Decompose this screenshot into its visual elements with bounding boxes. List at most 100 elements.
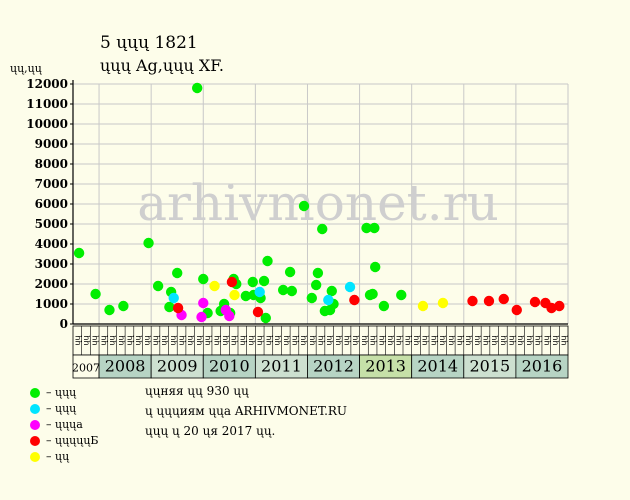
quarter-label: ųų xyxy=(368,335,377,345)
year-label: 2010 xyxy=(209,357,250,376)
legend-item: – ųųųa xyxy=(30,418,83,431)
data-point xyxy=(349,294,360,306)
data-point xyxy=(104,304,115,316)
quarter-label: ųų xyxy=(255,335,264,345)
data-point xyxy=(198,273,209,285)
data-point xyxy=(310,279,322,291)
y-tick-label: 2000 xyxy=(35,277,68,291)
note-min-price: ųųняя ųų 930 ųų xyxy=(145,384,249,398)
axis-layer: 0 1000 2000 3000 4000 5000 6000 7000 8000 9000 100… xyxy=(26,77,568,331)
quarter-label: ųų xyxy=(550,335,559,345)
data-point xyxy=(284,266,296,278)
data-point xyxy=(196,311,207,323)
quarter-label: ųų xyxy=(125,335,134,345)
quarter-label: ųų xyxy=(160,335,169,345)
quarter-label: ųų xyxy=(307,335,316,345)
chart-title: 5 ųųų 1821 xyxy=(100,33,198,53)
quarter-label: ųų xyxy=(464,335,473,345)
y-tick-label: 10000 xyxy=(26,117,68,131)
year-label: 2013 xyxy=(365,357,406,376)
quarter-label: ųų xyxy=(403,335,412,345)
data-point xyxy=(546,302,557,314)
quarter-label: ųų xyxy=(186,335,195,345)
legend-item: – ųųų xyxy=(30,402,76,415)
quarter-label: ųų xyxy=(151,335,160,345)
legend-item: – ųų xyxy=(30,450,69,463)
year-label: 2012 xyxy=(313,357,354,376)
quarter-label: ųų xyxy=(299,335,308,345)
year-label: 2014 xyxy=(417,357,458,376)
y-axis-unit-label: ųų,ųų xyxy=(10,62,42,75)
note-date: ųųų ų 20 ųя 2017 ųų. xyxy=(145,424,276,438)
quarter-label: ųų xyxy=(212,335,221,345)
quarter-label: ųų xyxy=(385,335,394,345)
data-point xyxy=(172,302,184,314)
legend-marker xyxy=(30,435,40,446)
data-point xyxy=(168,292,179,304)
quarter-label: ųų xyxy=(177,335,186,345)
quarter-label: ųų xyxy=(533,335,542,345)
quarter-label: ųų xyxy=(394,335,403,345)
watermark: arhivmonet.ru xyxy=(137,174,499,232)
legend-marker xyxy=(30,451,40,462)
y-tick-label: 5000 xyxy=(35,217,68,231)
data-point xyxy=(198,297,209,309)
data-point xyxy=(437,297,449,309)
quarter-label: ųų xyxy=(73,335,82,345)
data-point xyxy=(164,301,175,313)
data-point xyxy=(298,200,310,212)
quarter-label: ųų xyxy=(516,335,525,345)
quarter-label: ųų xyxy=(559,335,568,345)
data-point xyxy=(417,300,429,312)
data-point xyxy=(378,300,390,312)
y-tick-label: 3000 xyxy=(35,257,68,271)
chart-subtitle: ųųų Ag,ųųų XF. xyxy=(100,56,224,75)
data-point xyxy=(396,289,407,301)
quarter-label: ųų xyxy=(490,335,499,345)
quarter-label: ųų xyxy=(290,335,299,345)
note-source: ų ųųųиям ųųа ARHIVMONET.RU xyxy=(145,404,348,418)
quarter-label: ųų xyxy=(229,335,238,345)
quarter-label: ųų xyxy=(438,335,447,345)
data-point xyxy=(252,306,264,318)
year-label: 2015 xyxy=(469,357,510,376)
quarter-label: ųų xyxy=(377,335,386,345)
quarter-label: ųų xyxy=(82,335,91,345)
data-point xyxy=(118,300,129,312)
data-point xyxy=(467,295,478,307)
data-point xyxy=(254,286,265,298)
quarter-label: ųų xyxy=(507,335,516,345)
quarter-label: ųų xyxy=(238,335,247,345)
quarter-label: ųų xyxy=(481,335,490,345)
y-tick-label: 4000 xyxy=(35,237,68,251)
year-label: 2011 xyxy=(261,357,302,376)
quarter-label: ųų xyxy=(99,335,108,345)
data-point xyxy=(73,247,85,259)
y-tick-label: 1000 xyxy=(35,297,68,311)
data-point xyxy=(260,312,271,324)
quarter-label: ųų xyxy=(316,335,325,345)
quarter-label: ųų xyxy=(472,335,481,345)
quarter-label: ųų xyxy=(524,335,533,345)
data-point xyxy=(367,288,378,300)
legend-label: – ųųųa xyxy=(46,418,83,431)
legend-marker xyxy=(30,387,40,398)
year-label: 2008 xyxy=(105,357,146,376)
quarter-label: ųų xyxy=(446,335,455,345)
data-point xyxy=(226,276,238,288)
data-point xyxy=(312,267,324,279)
quarter-label: ųų xyxy=(542,335,551,345)
quarter-label: ųų xyxy=(455,335,464,345)
legend-label: – ųųų xyxy=(46,386,77,399)
data-point xyxy=(498,293,509,305)
quarter-label: ųų xyxy=(333,335,342,345)
year-band xyxy=(515,354,569,379)
quarter-label: ųų xyxy=(108,335,117,345)
data-point xyxy=(326,285,337,297)
data-point xyxy=(247,276,258,288)
data-point xyxy=(554,300,565,312)
data-point xyxy=(361,222,372,234)
quarter-label: ųų xyxy=(498,335,507,345)
y-tick-label: 6000 xyxy=(35,197,68,211)
data-point xyxy=(323,294,334,306)
